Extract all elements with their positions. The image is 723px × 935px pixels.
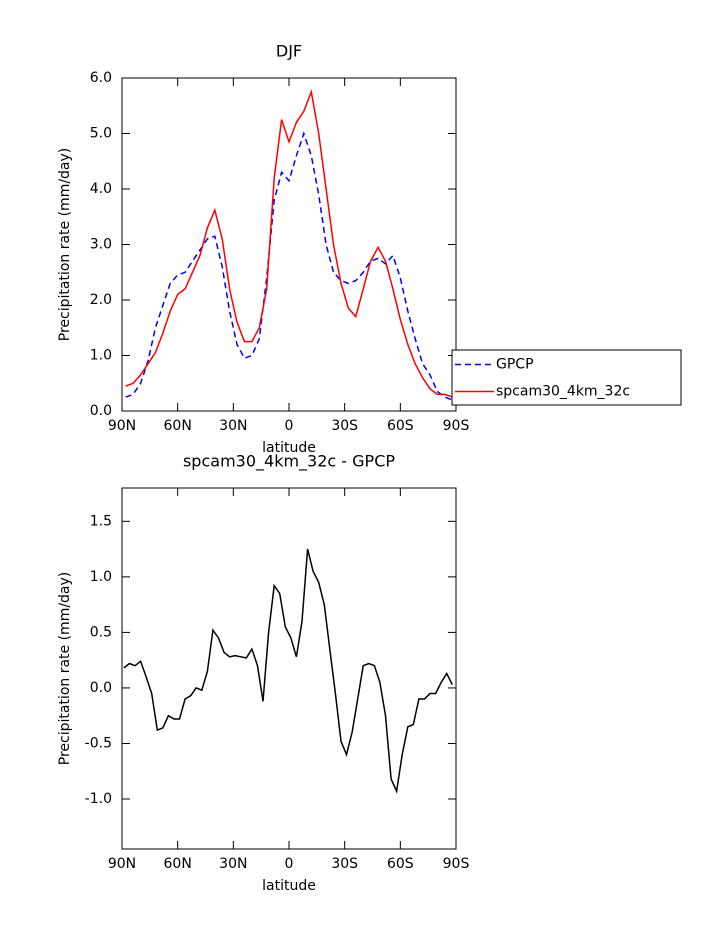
series-line (125, 89, 453, 398)
series-line (123, 548, 453, 794)
plot-frame (121, 77, 457, 412)
x-tick-label: 90S (443, 856, 470, 872)
x-tick-label: 90N (108, 856, 136, 872)
x-tick-label: 30S (331, 856, 358, 872)
y-tick-label: 0.0 (90, 403, 112, 419)
y-tick-label: 0.5 (90, 624, 112, 640)
y-tick-label: 1.0 (90, 348, 112, 364)
chart-title: DJF (276, 42, 302, 61)
x-tick-label: 90N (108, 418, 136, 434)
plot-frame (121, 487, 457, 850)
y-tick-label: 1.5 (90, 513, 112, 529)
x-tick-label: 0 (285, 856, 294, 872)
chart-title: spcam30_4km_32c - GPCP (183, 452, 395, 472)
y-tick-label: 5.0 (90, 126, 112, 142)
x-tick-label: 0 (285, 418, 294, 434)
y-tick-label: -0.5 (85, 735, 112, 751)
legend-box (451, 349, 682, 406)
y-tick-label: 0.0 (90, 680, 112, 696)
x-tick-label: 30N (219, 856, 247, 872)
y-tick-label: 6.0 (90, 70, 112, 86)
x-tick-label: 60N (164, 418, 192, 434)
x-tick-label: 60N (164, 856, 192, 872)
legend-label: GPCP (496, 357, 534, 373)
x-tick-label: 60S (387, 418, 414, 434)
y-axis-label: Precipitation rate (mm/day) (57, 148, 73, 342)
x-tick-label: 30S (331, 418, 358, 434)
y-tick-label: 4.0 (90, 181, 112, 197)
x-tick-label: 60S (387, 856, 414, 872)
y-tick-label: 3.0 (90, 237, 112, 253)
series-line (125, 131, 453, 401)
y-tick-label: -1.0 (85, 791, 112, 807)
x-axis-label: latitude (262, 440, 316, 456)
y-tick-label: 1.0 (90, 569, 112, 585)
y-axis-label: Precipitation rate (mm/day) (57, 572, 73, 766)
x-tick-label: 90S (443, 418, 470, 434)
y-tick-label: 2.0 (90, 292, 112, 308)
x-tick-label: 30N (219, 418, 247, 434)
legend-label: spcam30_4km_32c (496, 384, 630, 400)
x-axis-label: latitude (262, 878, 316, 894)
